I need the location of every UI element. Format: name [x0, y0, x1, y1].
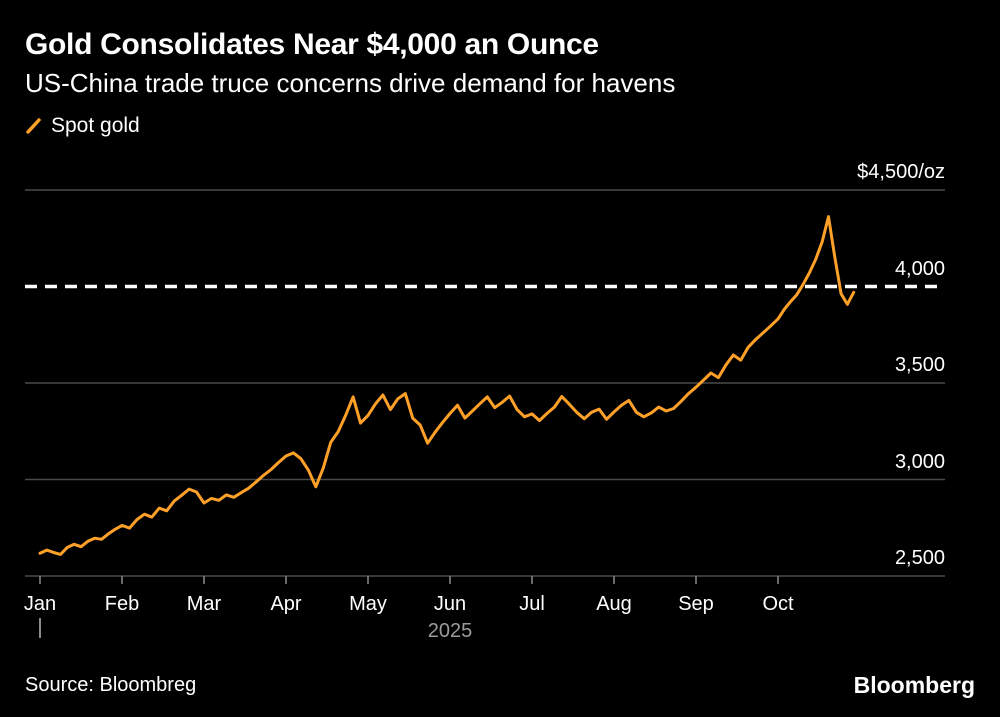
- chart-title: Gold Consolidates Near $4,000 an Ounce: [25, 28, 599, 61]
- legend: Spot gold: [25, 114, 140, 138]
- chart-subtitle: US-China trade truce concerns drive dema…: [25, 68, 676, 98]
- y-axis-label-3500: 3,500: [894, 354, 945, 376]
- legend-label: Spot gold: [51, 114, 140, 137]
- x-axis-label-feb: Feb: [104, 593, 140, 615]
- spot-gold-price-line: [38, 215, 856, 556]
- bloomberg-logo: Bloomberg: [853, 672, 975, 698]
- spot-gold-line-swatch-icon: [26, 118, 41, 134]
- y-axis-label-4000: 4,000: [894, 258, 945, 280]
- y-axis-label-2500: 2,500: [894, 547, 945, 569]
- x-axis-label-jun: Jun: [433, 593, 467, 615]
- x-axis-label-aug: Aug: [596, 593, 632, 615]
- x-axis-year-label: 2025: [427, 620, 473, 642]
- x-axis-label-apr: Apr: [270, 593, 302, 615]
- x-axis-label-may: May: [349, 593, 387, 615]
- y-axis-label-3000: 3,000: [894, 451, 945, 473]
- x-axis-label-sep: Sep: [678, 593, 714, 615]
- x-axis-label-oct: Oct: [762, 593, 794, 615]
- x-axis-label-jan: Jan: [23, 593, 57, 615]
- x-axis-label-jul: Jul: [519, 593, 545, 615]
- source-credit: Source: Bloombreg: [25, 674, 197, 696]
- y-axis-label-4500: $4,500/oz: [857, 161, 945, 183]
- legend-swatch-line: [26, 118, 41, 134]
- x-axis-label-mar: Mar: [186, 593, 222, 615]
